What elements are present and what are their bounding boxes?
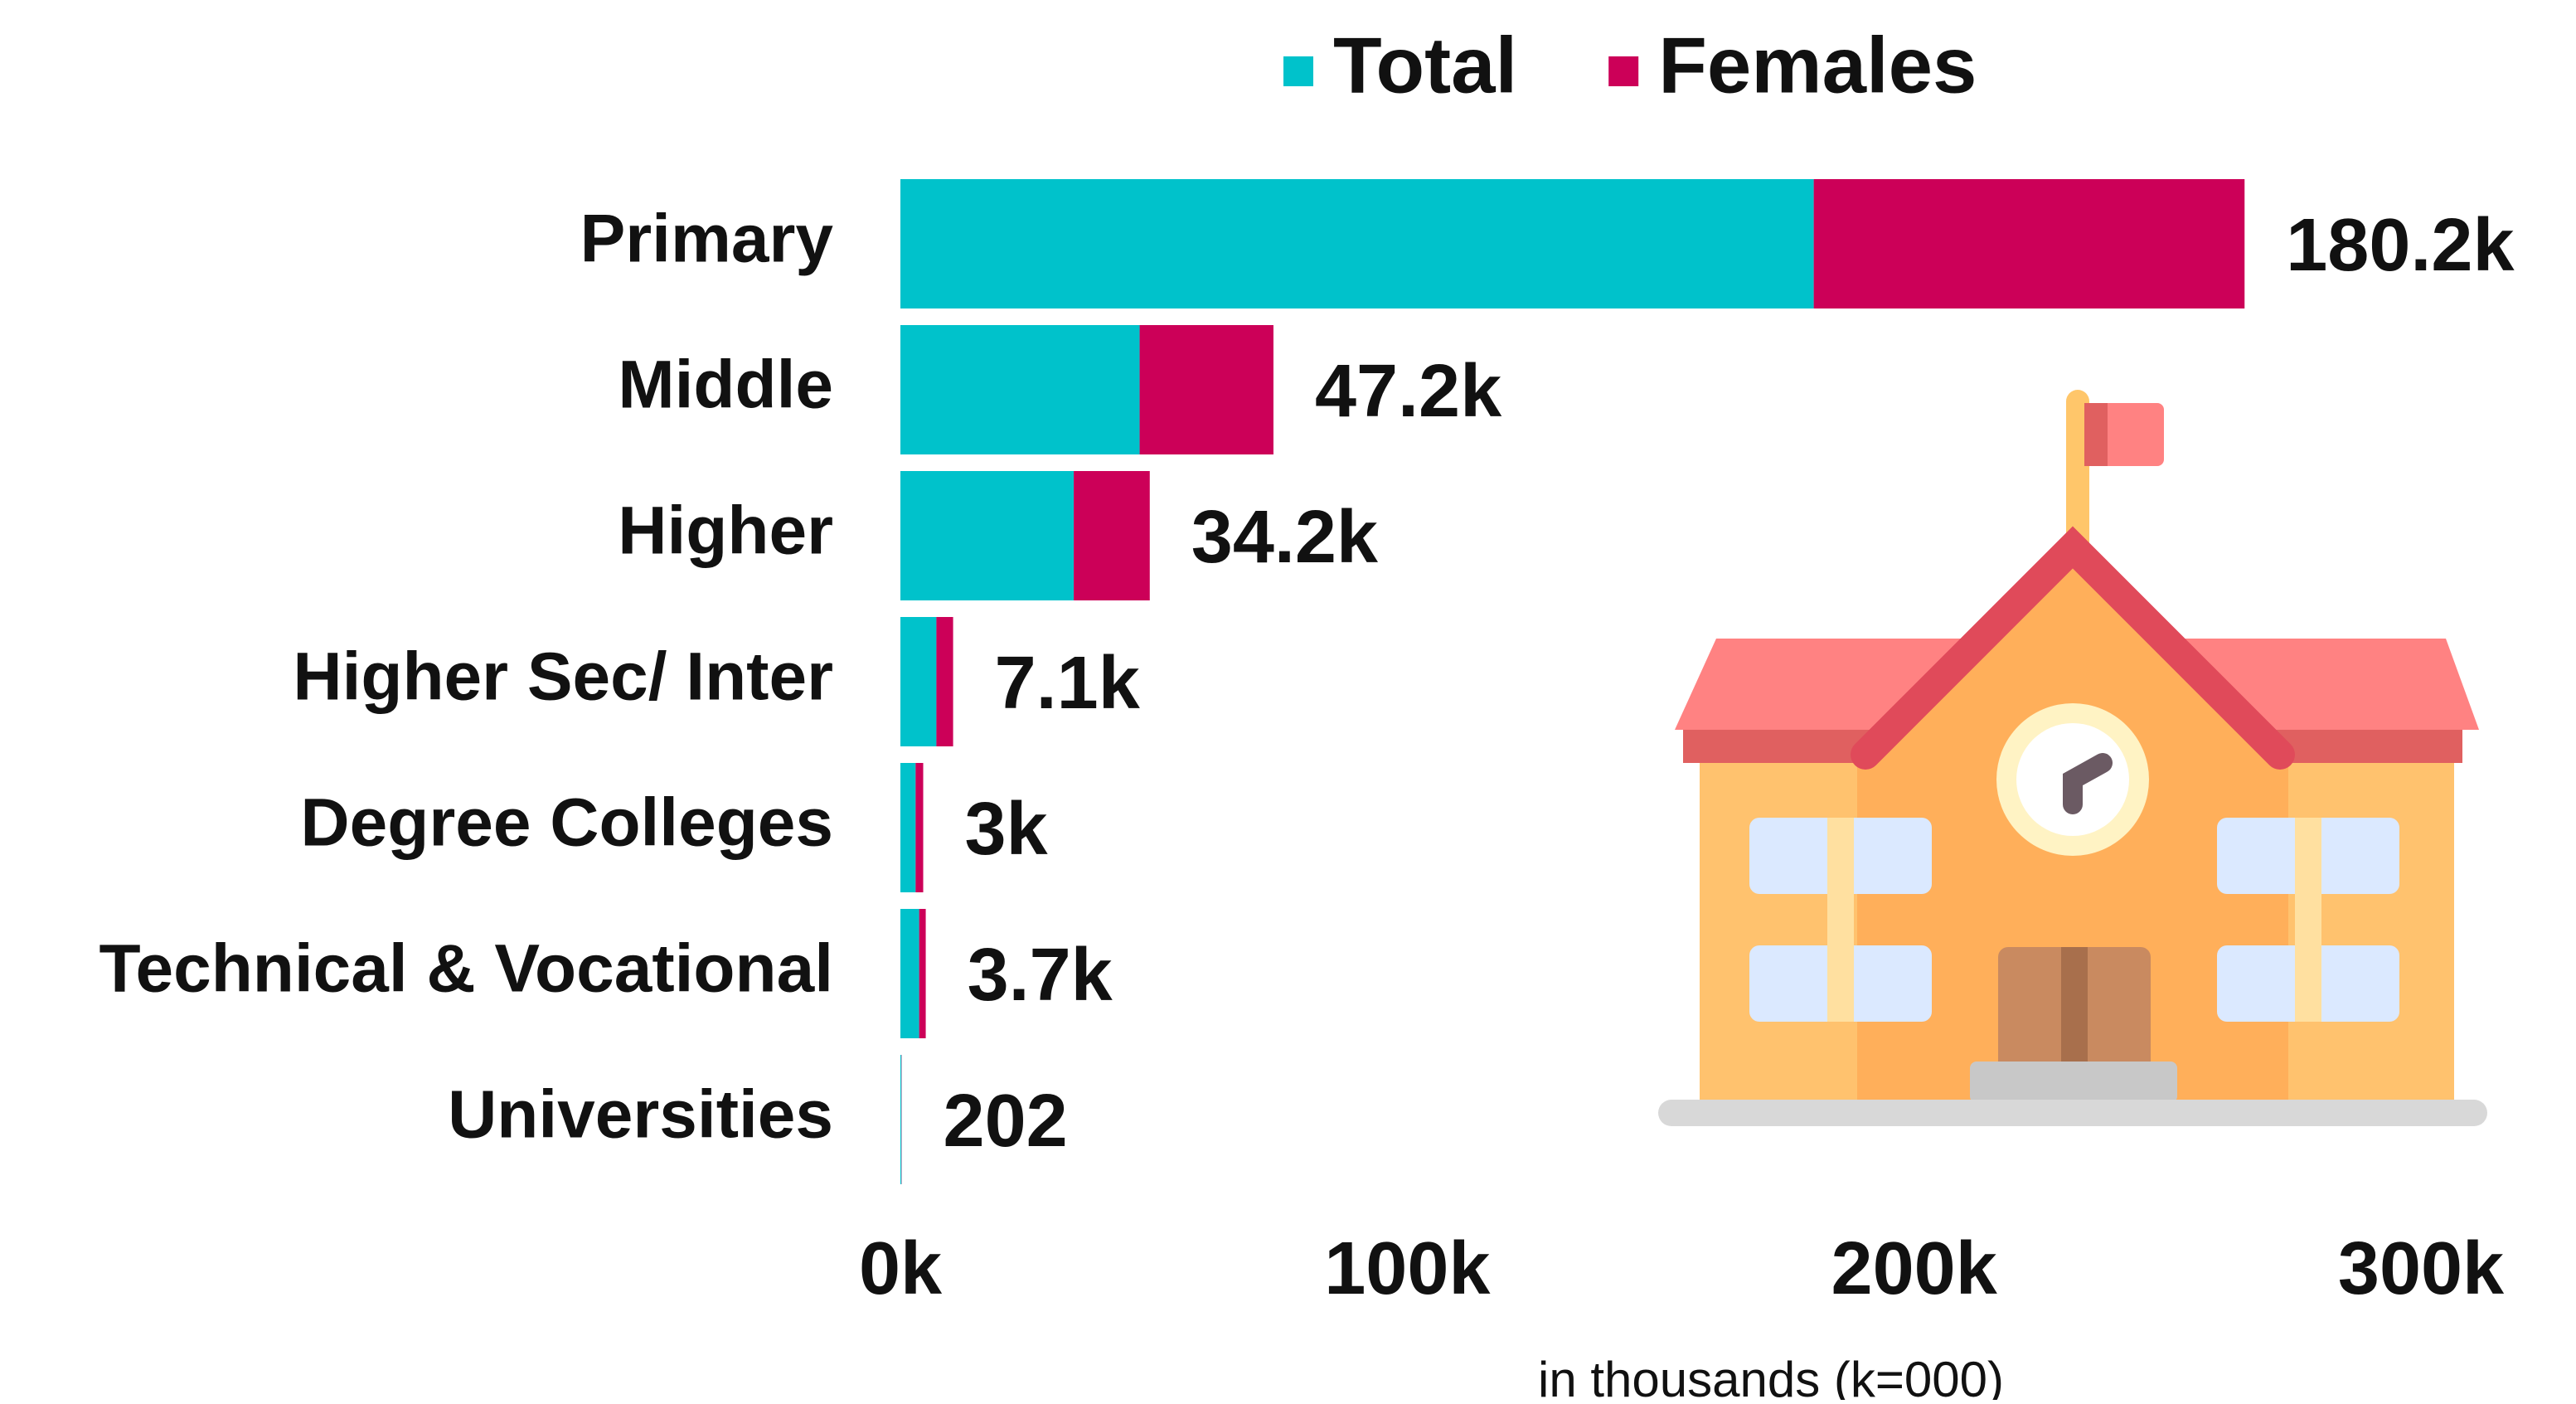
x-tick-label: 300k [2338,1227,2505,1310]
y-tick-label: Degree Colleges [300,785,833,861]
x-tick-label: 200k [1831,1227,1998,1310]
y-tick-label: Middle [618,347,833,423]
value-label: 202 [944,1080,1068,1163]
bar [1074,471,1150,600]
y-tick-label: Universities [448,1077,833,1153]
bar [915,763,923,892]
value-label: 47.2k [1315,350,1502,433]
x-axis-label: in thousands (k=000) [1538,1352,2004,1400]
legend-swatch [1283,56,1313,86]
y-tick-label: Technical & Vocational [99,931,833,1007]
value-label: 34.2k [1191,496,1379,579]
value-label: 7.1k [995,642,1141,725]
bar [919,909,926,1038]
bar [1814,179,2245,308]
legend-label: Total [1333,21,1517,109]
bar [1140,325,1273,454]
value-label: 3k [965,788,1049,871]
y-tick-label: Higher Sec/ Inter [293,639,833,715]
legend-swatch [1608,56,1638,86]
bar [900,763,915,892]
value-label: 3.7k [968,934,1113,1017]
school-icon [1658,390,2487,1126]
bar [900,471,1074,600]
bar [900,1055,901,1184]
bar [900,325,1140,454]
y-tick-label: Higher [618,493,833,569]
y-tick-label: Primary [580,202,834,277]
bar [900,617,936,746]
value-label: 180.2k [2286,204,2515,287]
x-tick-label: 0k [859,1227,943,1310]
x-tick-label: 100k [1324,1227,1491,1310]
bar [900,179,1814,308]
legend-label: Females [1658,21,1977,109]
bar [900,909,919,1038]
bar [936,617,953,746]
